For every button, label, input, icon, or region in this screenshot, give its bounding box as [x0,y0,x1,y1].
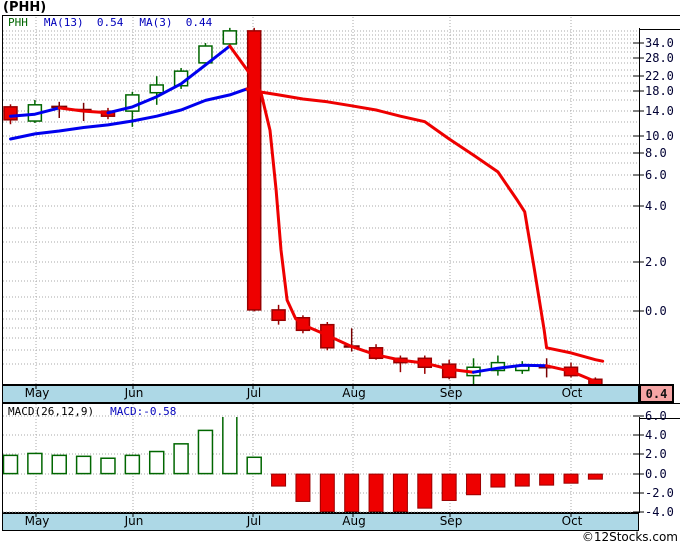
axis-label: 22.0 [645,69,674,83]
month-label: Jul [246,514,262,528]
legend-ma13: MA(13) 0.54 [43,16,124,29]
legend-symbol: PHH [8,16,28,29]
axis-label: -2.0 [645,486,674,500]
axis-label: 28.0 [645,51,674,65]
month-label: Aug [342,386,366,400]
axis-label: 14.0 [645,104,674,118]
chart-title: (PHH) [3,0,47,15]
axis-label: 10.0 [645,129,674,143]
axis-label: 0.0 [645,304,667,318]
month-label: Sep [439,386,463,400]
axis-label: 4.0 [645,428,667,442]
legend-ma3: MA(3) 0.44 [139,16,213,29]
axis-label: 4.0 [645,199,667,213]
axis-label: 6.0 [645,168,667,182]
axis-label: 0.0 [645,467,667,481]
month-label: Oct [561,386,583,400]
axis-label: 18.0 [645,84,674,98]
month-label: May [24,386,50,400]
price-plot-area [2,28,640,385]
macd-xaxis-band: May Jun Jul Aug Sep Oct [2,513,639,531]
month-label: Aug [342,514,366,528]
month-label: Oct [561,514,583,528]
axis-label: 2.0 [645,447,667,461]
axis-label: 34.0 [645,36,674,50]
axis-label: -4.0 [645,505,674,519]
macd-value-label: MACD:-0.58 [110,404,177,418]
month-label: Jun [124,514,144,528]
axis-label: 8.0 [645,146,667,160]
macd-params-label: MACD(26,12,9) [8,404,95,418]
last-price-badge: 0.4 [639,384,674,403]
macd-plot-area [2,417,640,513]
month-label: Jul [246,386,262,400]
credit-text: ©12Stocks.com [581,530,678,544]
month-label: May [24,514,50,528]
month-label: Sep [439,514,463,528]
axis-label: 2.0 [645,255,667,269]
price-xaxis-band: May Jun Jul Aug Sep Oct [2,385,639,403]
month-label: Jun [124,386,144,400]
